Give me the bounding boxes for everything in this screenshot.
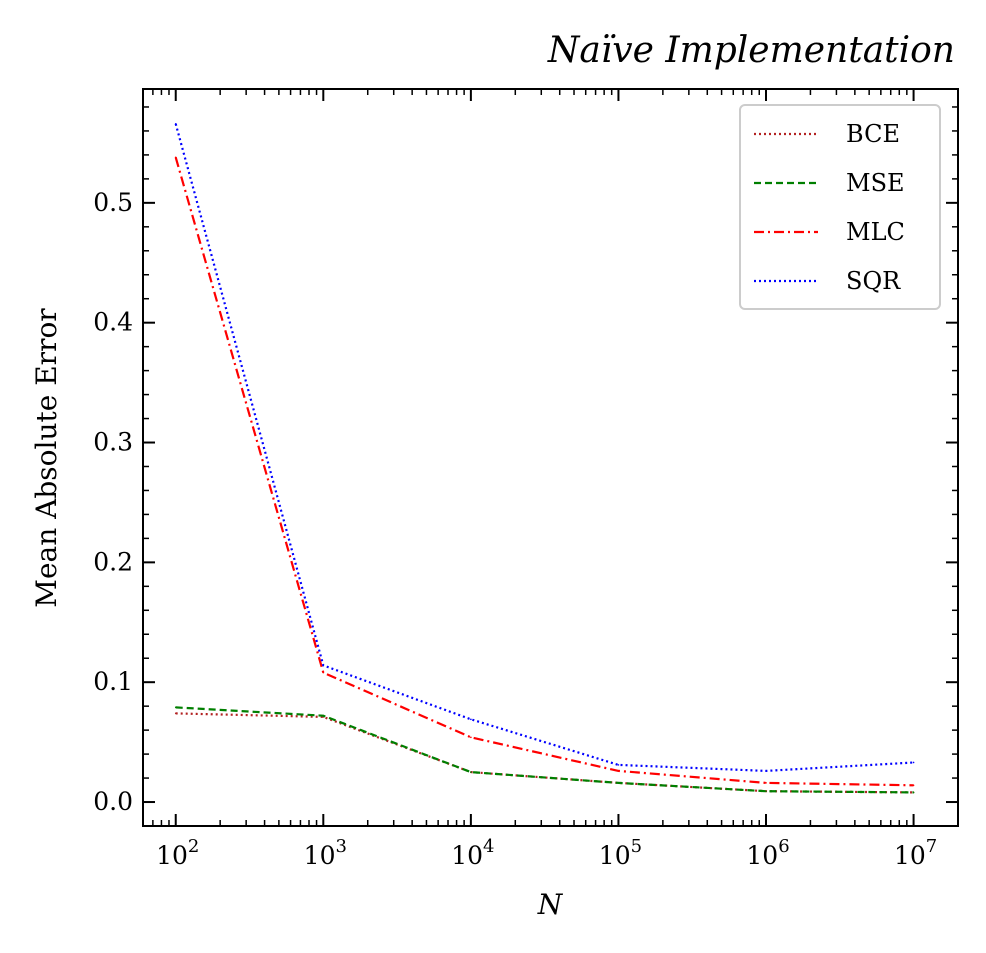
y-axis: 0.0 0.1 0.2 0.3 0.4 0.5: [93, 106, 958, 827]
x-tick-exponent: 2: [188, 836, 199, 857]
data-point-bce: [174, 712, 177, 715]
x-tick-base: 10: [304, 841, 336, 870]
y-tick-label: 0.0: [93, 787, 133, 816]
x-axis: 102 103 104 105 106 107: [142, 89, 959, 870]
legend: BCE MSE MLC SQR: [739, 104, 941, 310]
x-tick-label: 107: [894, 836, 937, 870]
data-point-sqr: [617, 764, 620, 766]
data-point-mse: [617, 782, 620, 784]
data-point-mlc: [470, 736, 472, 739]
y-tick-label: 0.5: [93, 188, 133, 217]
plot-area: [174, 122, 915, 794]
x-tick-exponent: 6: [778, 836, 789, 857]
x-tick-base: 10: [599, 841, 631, 870]
x-tick-exponent: 3: [335, 836, 346, 857]
x-tick-base: 10: [451, 841, 483, 870]
x-tick-exponent: 4: [483, 836, 494, 857]
data-point-sqr: [765, 770, 767, 772]
y-tick-label: 0.1: [93, 667, 133, 696]
data-point-mlc: [912, 784, 915, 787]
legend-label-bce: BCE: [846, 120, 900, 148]
x-tick-label: 102: [156, 836, 199, 870]
data-point-mse: [912, 791, 915, 794]
x-tick-base: 10: [746, 841, 778, 870]
plot-frame: [142, 88, 959, 827]
data-point-sqr: [470, 718, 472, 721]
x-axis-label: N: [537, 888, 564, 921]
x-tick-label: 103: [304, 836, 347, 870]
data-point-mse: [174, 706, 177, 709]
x-tick-label: 106: [746, 836, 789, 870]
series-line-mlc: [174, 156, 914, 787]
data-point-mlc: [174, 156, 177, 159]
legend-box: [739, 104, 941, 310]
y-axis-label: Mean Absolute Error: [30, 308, 63, 608]
data-point-mse: [765, 790, 767, 793]
data-point-mse: [322, 714, 325, 717]
series-line-sqr: [174, 123, 914, 773]
data-point-sqr: [174, 122, 177, 125]
x-tick-base: 10: [894, 841, 926, 870]
x-tick-exponent: 5: [631, 836, 642, 857]
legend-label-sqr: SQR: [846, 267, 901, 295]
x-tick-exponent: 7: [926, 836, 937, 857]
y-tick-label: 0.4: [93, 308, 133, 337]
data-point-sqr: [912, 761, 915, 764]
data-point-mlc: [765, 782, 767, 784]
y-tick-label: 0.3: [93, 428, 133, 457]
x-tick-base: 10: [156, 841, 188, 870]
data-point-mse: [470, 771, 472, 773]
series-line-mse: [175, 706, 914, 794]
data-point-mlc: [617, 770, 620, 772]
x-tick-label: 105: [599, 836, 642, 870]
x-tick-label: 104: [451, 836, 494, 870]
data-point-sqr: [322, 664, 325, 667]
chart-title: Naïve Implementation: [547, 30, 955, 71]
legend-label-mlc: MLC: [846, 218, 905, 246]
data-point-mlc: [322, 671, 325, 674]
legend-label-mse: MSE: [846, 169, 905, 197]
series-line-bce: [175, 712, 914, 794]
y-tick-label: 0.2: [93, 547, 133, 576]
